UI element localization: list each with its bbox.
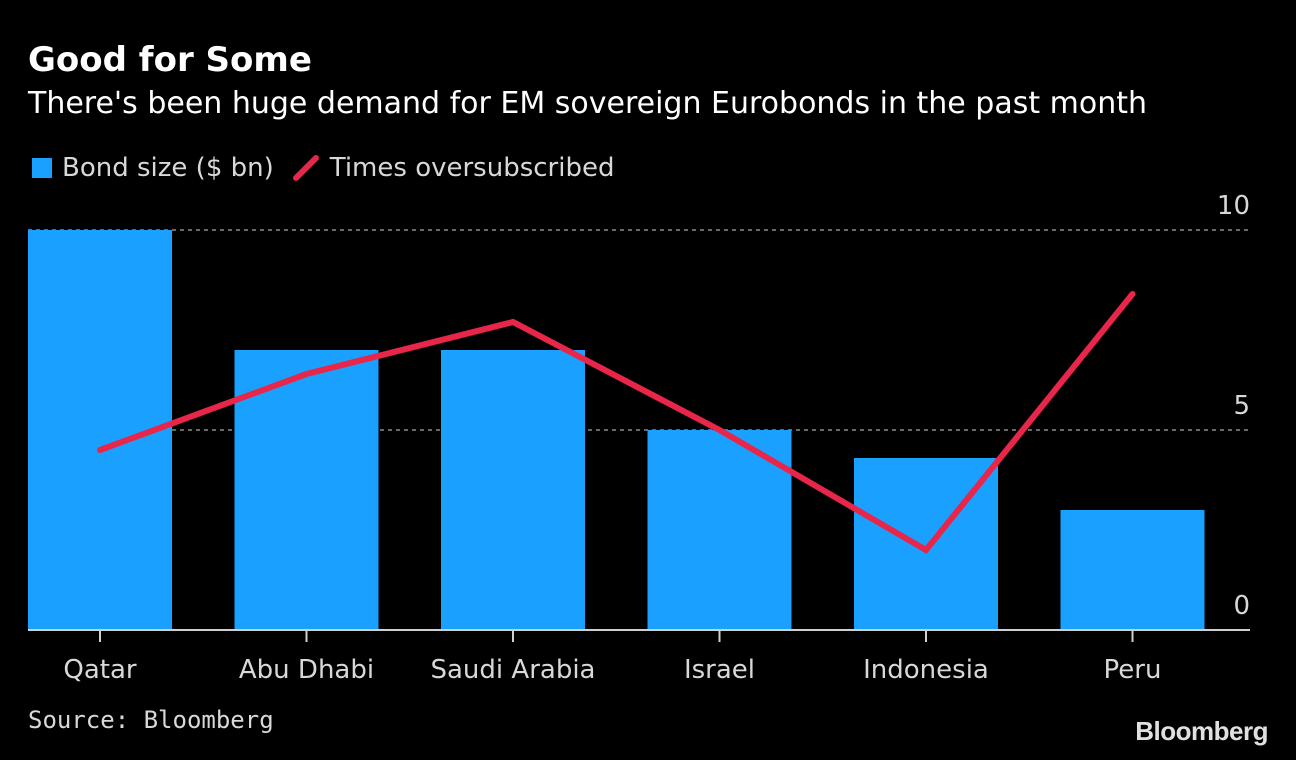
line-point-peru xyxy=(1132,293,1133,295)
y-tick-label-0: 0 xyxy=(1233,591,1250,621)
x-tick-label-saudi-arabia: Saudi Arabia xyxy=(431,655,596,685)
legend: Bond size ($ bn) Times oversubscribed xyxy=(32,150,632,186)
line-point-israel xyxy=(719,429,720,431)
legend-item-oversubscribed: Times oversubscribed xyxy=(292,153,615,183)
x-tick-label-peru: Peru xyxy=(1104,655,1162,685)
line-point-qatar xyxy=(99,449,101,451)
bar-israel xyxy=(647,430,792,630)
bar-abu-dhabi xyxy=(234,350,379,630)
legend-item-bond-size: Bond size ($ bn) xyxy=(32,153,274,183)
legend-label-oversubscribed: Times oversubscribed xyxy=(329,153,615,183)
x-tick-label-qatar: Qatar xyxy=(63,655,137,685)
legend-bar-swatch xyxy=(32,158,52,178)
line-point-indonesia xyxy=(925,549,927,551)
line-times-oversubscribed xyxy=(97,291,1136,554)
chart-title: Good for Some xyxy=(28,40,312,80)
line-point-saudi-arabia xyxy=(512,321,514,323)
x-tick-label-abu-dhabi: Abu Dhabi xyxy=(239,655,374,685)
x-tick-label-indonesia: Indonesia xyxy=(863,655,989,685)
x-tick-label-israel: Israel xyxy=(684,655,755,685)
source-note: Source: Bloomberg xyxy=(28,706,274,734)
chart-subtitle: There's been huge demand for EM sovereig… xyxy=(28,86,1148,121)
y-tick-label-5: 5 xyxy=(1233,391,1250,421)
bar-peru xyxy=(1060,510,1205,630)
legend-line-swatch xyxy=(292,155,319,181)
y-tick-label-10: 10 xyxy=(1217,191,1250,221)
bar-saudi-arabia xyxy=(441,350,585,630)
line-point-abu-dhabi xyxy=(306,373,307,375)
legend-label-bond-size: Bond size ($ bn) xyxy=(62,153,274,183)
bloomberg-logo: Bloomberg xyxy=(1135,716,1268,746)
